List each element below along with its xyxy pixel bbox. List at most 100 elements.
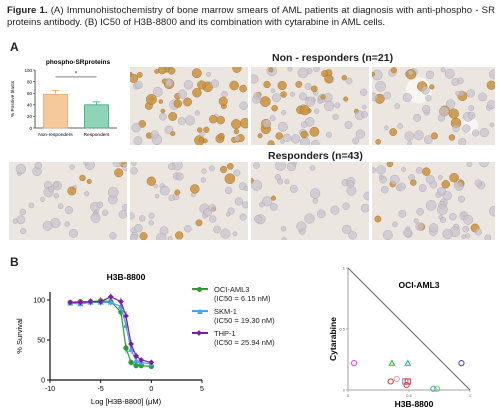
micrograph-responder-2: [130, 162, 248, 240]
cell-nucleus: [34, 162, 43, 170]
cell-nucleus: [272, 93, 281, 103]
cell-nucleus: [410, 179, 417, 186]
cell-nucleus: [304, 83, 312, 91]
data-point-thp-1: [97, 298, 104, 305]
cell-nucleus: [413, 113, 421, 122]
cell-nucleus: [96, 201, 104, 208]
cell-nucleus: [466, 162, 473, 167]
cell-nucleus: [134, 80, 143, 89]
cell-nucleus: [418, 184, 427, 192]
cell-nucleus: [192, 88, 202, 98]
isobole-line: [347, 267, 471, 391]
cell-nucleus: [131, 123, 141, 133]
cell-nucleus: [487, 100, 495, 110]
cell-nucleus: [341, 74, 348, 81]
cell-nucleus: [383, 91, 392, 100]
cell-nucleus: [278, 121, 288, 132]
cell-nucleus: [324, 74, 334, 84]
cell-nucleus: [170, 131, 176, 137]
iso-y-tick-label: 1: [343, 266, 346, 271]
panel-a-label: A: [10, 40, 19, 54]
dose-legend: OCI-AML3 (IC50 = 6.15 nM) SKM-1 (IC50 = …: [192, 285, 302, 351]
cell-nucleus: [209, 215, 217, 223]
cell-nucleus: [131, 162, 137, 166]
cell-nucleus: [150, 130, 159, 139]
cell-nucleus: [220, 228, 231, 239]
cell-nucleus: [190, 184, 200, 194]
dose-x-tick-label: 5: [200, 386, 204, 393]
iso-data-point: [404, 359, 412, 366]
cell-nucleus: [305, 96, 316, 107]
legend-item-thp-1: THP-1 (IC50 = 25.94 nM): [192, 329, 302, 347]
cell-nucleus: [277, 178, 284, 185]
legend-marker-oci-aml3: [192, 286, 208, 292]
cell-nucleus: [206, 71, 212, 77]
cell-nucleus: [84, 191, 90, 197]
cell-nucleus: [227, 163, 234, 170]
series-line-thp-1: [70, 296, 152, 363]
cell-nucleus: [404, 131, 414, 141]
cell-nucleus: [489, 122, 495, 128]
cell-nucleus: [408, 70, 414, 76]
cell-nucleus: [269, 203, 278, 211]
legend-name-skm-1: SKM-1: [214, 307, 237, 316]
cell-nucleus: [472, 129, 480, 137]
cell-nucleus: [183, 80, 194, 90]
data-point-oci-aml3: [128, 359, 134, 366]
cell-nucleus: [381, 185, 389, 194]
cell-nucleus: [130, 233, 138, 240]
cell-nucleus: [440, 217, 446, 223]
cell-nucleus: [154, 69, 160, 74]
cell-nucleus: [203, 208, 212, 217]
cell-nucleus: [262, 119, 271, 128]
cell-nucleus: [361, 104, 367, 110]
cell-nucleus: [309, 165, 316, 171]
cell-nucleus: [309, 126, 320, 137]
legend-marker-skm-1: [192, 308, 208, 314]
data-point-thp-1: [87, 298, 94, 305]
cell-nucleus: [122, 203, 127, 211]
cell-nucleus: [158, 99, 163, 104]
dose-y-tick-label: 0: [41, 378, 45, 385]
cell-nucleus: [232, 231, 238, 237]
cell-nucleus: [326, 131, 332, 138]
cell-nucleus: [281, 237, 287, 240]
cell-nucleus: [130, 212, 135, 220]
cell-nucleus: [437, 204, 448, 215]
figure-caption: Figure 1. (A) Immunohistochemistry of bo…: [7, 5, 495, 29]
cell-nucleus: [263, 80, 271, 89]
cell-nucleus: [363, 191, 369, 201]
cell-nucleus: [479, 162, 489, 168]
cell-nucleus: [185, 115, 195, 126]
cell-nucleus: [361, 111, 368, 118]
cell-nucleus: [474, 179, 482, 187]
cell-nucleus: [65, 206, 74, 215]
cell-nucleus: [85, 162, 95, 170]
dose-response-chart: H3B-8800 0 50 100 -10 -5 0 5 Log [H3B-8800] (μM)…: [15, 272, 204, 406]
isobologram-chart: OCI-AML3 0 0.5 1 0 0.5 1 H3B-8800 Cytarabine: [328, 266, 472, 410]
cell-nucleus: [28, 202, 35, 209]
cell-nucleus: [309, 188, 321, 199]
legend-name-oci-aml3: OCI-AML3: [214, 285, 250, 294]
cell-nucleus: [286, 162, 297, 172]
cell-nucleus: [225, 212, 231, 217]
cell-nucleus: [296, 221, 307, 232]
dose-x-axis-label: Log [H3B-8800] (μM): [91, 397, 162, 406]
cell-nucleus: [382, 230, 393, 240]
cell-nucleus: [314, 108, 320, 114]
cell-nucleus: [122, 163, 127, 172]
bar-y-tick-label: 60: [27, 91, 33, 96]
cell-nucleus: [465, 233, 471, 239]
cell-nucleus: [438, 106, 450, 117]
iso-y-tick-label: 0: [343, 388, 346, 393]
cell-nucleus: [372, 92, 378, 102]
cell-nucleus: [352, 137, 360, 145]
cell-nucleus: [64, 221, 70, 227]
cell-nucleus: [210, 79, 220, 88]
cell-nucleus: [280, 226, 287, 232]
data-point-thp-1: [133, 353, 140, 359]
cell-nucleus: [271, 195, 277, 201]
iso-data-point: [351, 360, 358, 367]
cell-nucleus: [234, 197, 244, 206]
cell-nucleus: [239, 84, 247, 93]
